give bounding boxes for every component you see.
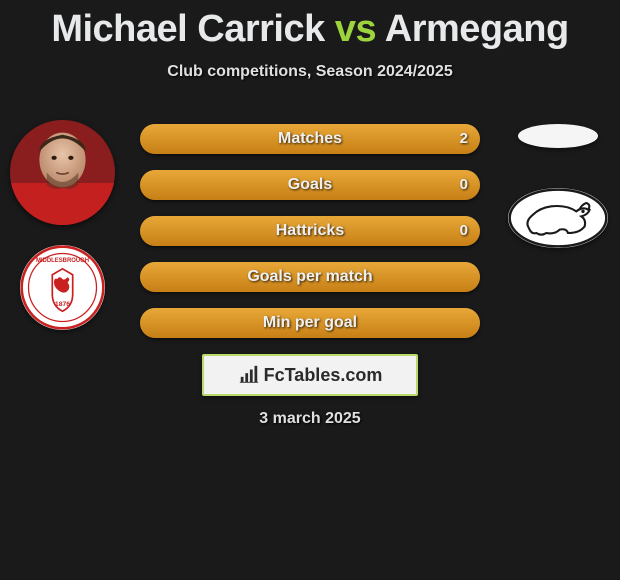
stat-label: Min per goal bbox=[140, 308, 480, 338]
stat-bar-hattricks: Hattricks 0 bbox=[140, 216, 480, 246]
right-player-column bbox=[505, 120, 610, 248]
stat-label: Goals per match bbox=[140, 262, 480, 292]
comparison-title: Michael Carrick vs Armegang bbox=[0, 0, 620, 51]
player2-club-logo bbox=[508, 188, 608, 248]
player2-name: Armegang bbox=[385, 8, 569, 50]
stat-value-right: 0 bbox=[460, 216, 468, 246]
vs-word: vs bbox=[335, 8, 376, 50]
player1-name: Michael Carrick bbox=[51, 8, 324, 50]
stats-bars: Matches 2 Goals 0 Hattricks 0 Goals per … bbox=[140, 124, 480, 354]
svg-text:1876: 1876 bbox=[55, 301, 70, 308]
stat-value-right: 2 bbox=[460, 124, 468, 154]
subtitle: Club competitions, Season 2024/2025 bbox=[0, 63, 620, 81]
stat-bar-min-per-goal: Min per goal bbox=[140, 308, 480, 338]
branding-badge: FcTables.com bbox=[202, 354, 418, 396]
stat-value-right: 0 bbox=[460, 170, 468, 200]
stat-label: Goals bbox=[140, 170, 480, 200]
stat-bar-goals: Goals 0 bbox=[140, 170, 480, 200]
date-label: 3 march 2025 bbox=[0, 410, 620, 428]
stat-label: Hattricks bbox=[140, 216, 480, 246]
chart-icon bbox=[238, 364, 260, 386]
stat-bar-matches: Matches 2 bbox=[140, 124, 480, 154]
left-player-column: MIDDLESBROUGH 1876 bbox=[10, 120, 115, 330]
svg-text:MIDDLESBROUGH: MIDDLESBROUGH bbox=[36, 258, 89, 264]
branding-text: FcTables.com bbox=[264, 365, 383, 386]
stat-label: Matches bbox=[140, 124, 480, 154]
player2-avatar-blank bbox=[518, 124, 598, 148]
player1-club-logo: MIDDLESBROUGH 1876 bbox=[20, 245, 105, 330]
player1-avatar bbox=[10, 120, 115, 225]
stat-bar-goals-per-match: Goals per match bbox=[140, 262, 480, 292]
